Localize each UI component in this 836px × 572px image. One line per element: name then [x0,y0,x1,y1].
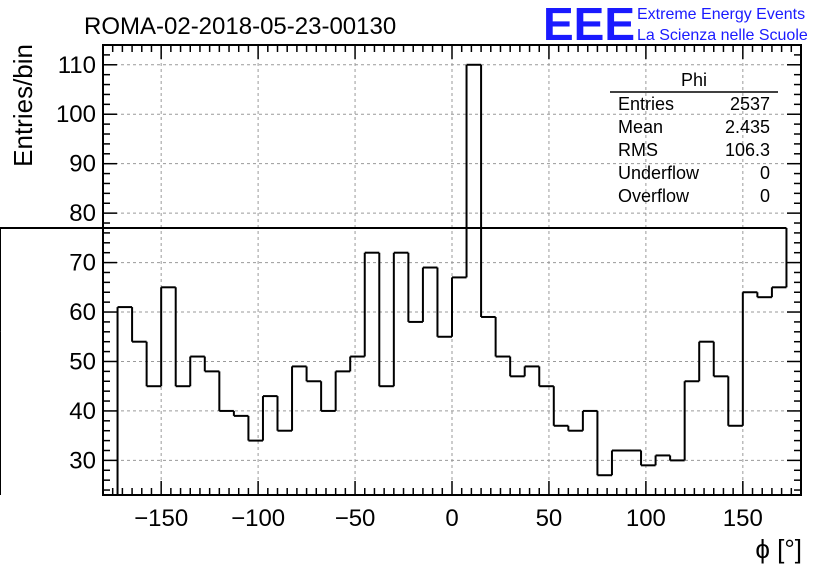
x-tick-label: 50 [536,505,563,532]
stats-box: Phi Entries 2537 Mean 2.435 RMS 106.3 Underflo… [610,70,778,206]
y-tick-label: 110 [58,52,96,79]
y-tick-label: 90 [69,151,96,178]
x-tick-label: 100 [626,505,666,532]
x-tick-label: −100 [231,505,285,532]
x-tick-label: 0 [445,505,458,532]
y-tick-label: 50 [69,348,96,375]
x-axis-label: ϕ [°] [755,534,802,564]
histogram-bars [0,63,788,495]
axis-ticks [103,44,801,495]
y-tick-label: 30 [69,447,96,474]
eee-logo: EEE Extreme Energy Events La Scienza nel… [543,0,808,50]
stats-value: 0 [760,163,770,183]
stats-label: Entries [618,94,674,114]
logo-line-1: Extreme Energy Events [637,6,805,23]
stats-value: 2.435 [725,117,770,137]
eee-logo-mark: EEE [543,0,635,50]
x-tick-labels: −150 −100 −50 0 50 100 150 [134,505,763,532]
stats-title: Phi [681,70,707,90]
y-tick-label: 40 [69,398,96,425]
stats-label: Underflow [618,163,700,183]
stats-label: RMS [618,140,658,160]
grid-lines [103,45,801,495]
logo-line-2: La Scienza nelle Scuole [637,27,808,44]
y-tick-label: 100 [56,101,96,128]
x-tick-label: −50 [335,505,376,532]
stats-value: 0 [760,186,770,206]
y-axis-label: Entries/bin [8,44,38,167]
chart-title: ROMA-02-2018-05-23-00130 [84,13,396,40]
stats-value: 2537 [730,94,770,114]
stats-value: 106.3 [725,140,770,160]
stats-label: Overflow [618,186,690,206]
x-tick-label: 150 [723,505,763,532]
y-tick-label: 60 [69,299,96,326]
y-tick-label: 80 [69,200,96,227]
stats-label: Mean [618,117,663,137]
y-tick-labels: 30 40 50 60 70 80 90 100 110 [56,52,96,475]
x-tick-label: −150 [134,505,188,532]
y-tick-label: 70 [69,250,96,277]
